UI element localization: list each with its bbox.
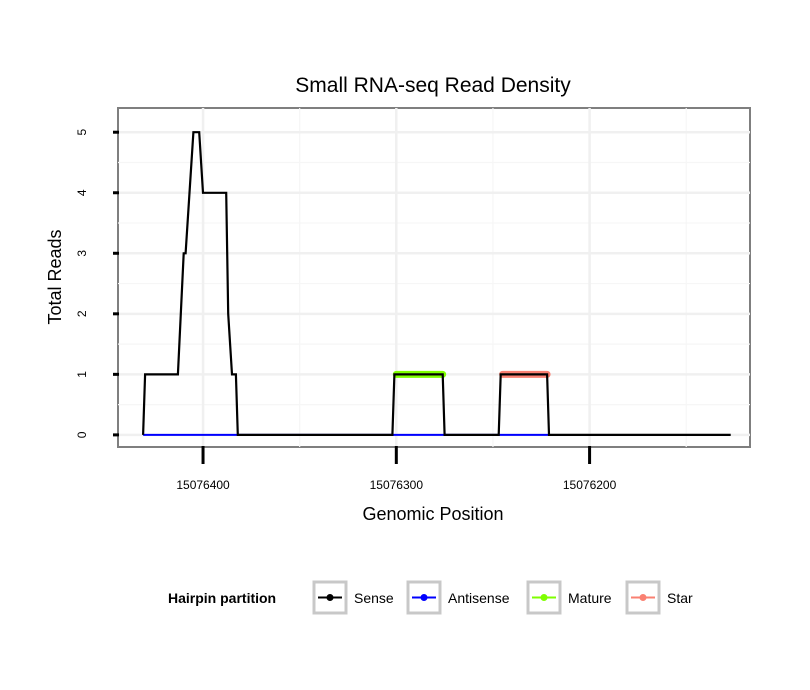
legend: Hairpin partition Sense Antisense Mature St… <box>168 580 693 615</box>
plot-panel <box>117 107 751 448</box>
y-tick-label: 4 <box>75 189 89 196</box>
series-line-sense <box>142 131 731 436</box>
legend-entry-star: Star <box>625 580 693 615</box>
legend-label: Mature <box>568 590 612 606</box>
legend-label: Star <box>667 590 693 606</box>
x-tick-label: 15076300 <box>370 478 424 492</box>
grid-lines <box>118 108 750 447</box>
legend-key-point <box>420 594 428 601</box>
legend-title: Hairpin partition <box>168 590 276 606</box>
y-tick-label: 5 <box>75 129 89 136</box>
y-axis-title: Total Reads <box>45 229 65 324</box>
legend-entry-antisense: Antisense <box>406 580 510 615</box>
y-tick-label: 2 <box>75 310 89 317</box>
legend-entry-mature: Mature <box>526 580 612 615</box>
chart-title: Small RNA-seq Read Density <box>295 74 571 97</box>
legend-label: Antisense <box>448 590 510 606</box>
x-tick-label: 15076400 <box>176 478 230 492</box>
y-tick-label: 3 <box>75 250 89 257</box>
legend-key-point <box>639 594 647 601</box>
legend-entry-sense: Sense <box>312 580 394 615</box>
x-tick-label: 15076200 <box>563 478 617 492</box>
legend-key-point <box>326 594 334 601</box>
data-series <box>142 131 731 436</box>
legend-key-point <box>540 594 548 601</box>
legend-label: Sense <box>354 590 394 606</box>
y-tick-label: 0 <box>75 431 89 438</box>
y-tick-label: 1 <box>75 371 89 378</box>
x-axis-title: Genomic Position <box>362 504 503 524</box>
axes: 0 1 2 3 4 5 15076400 15076300 15076200 <box>75 129 617 492</box>
